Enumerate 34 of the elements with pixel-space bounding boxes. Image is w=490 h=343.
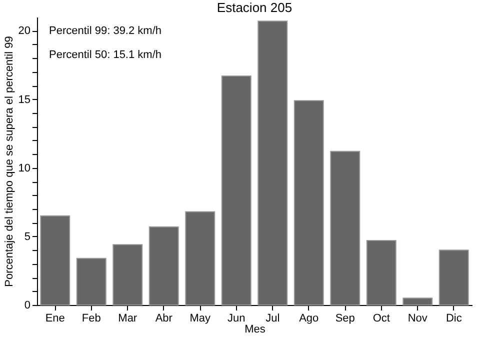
x-tick-label: Feb xyxy=(82,312,101,324)
x-axis-title: Mes xyxy=(244,324,266,336)
x-tick-label: Abr xyxy=(155,312,173,324)
bar xyxy=(366,240,396,306)
bar xyxy=(148,226,179,306)
annotation: Percentil 50: 15.1 km/h xyxy=(49,49,162,61)
y-tick-label: 5 xyxy=(24,230,30,243)
x-tick-label: Dic xyxy=(446,312,462,324)
y-tick-label: 10 xyxy=(18,162,30,174)
x-tick-label: Ene xyxy=(45,312,65,324)
x-tick-label: Mar xyxy=(118,312,138,324)
x-tick-label: Oct xyxy=(372,312,390,324)
bar xyxy=(112,244,143,306)
x-tick-label: May xyxy=(190,312,212,324)
y-axis-title: Porcentaje del tiempo que se supera el percentil 99 xyxy=(3,36,16,287)
x-tick-label: Sep xyxy=(335,312,355,324)
bar xyxy=(258,20,288,306)
bar xyxy=(330,150,360,306)
x-tick-label: Jun xyxy=(228,312,246,324)
y-tick-label: 20 xyxy=(18,25,30,38)
x-tick-label: Nov xyxy=(408,312,428,324)
bar xyxy=(185,211,216,306)
bar xyxy=(76,258,106,306)
bar xyxy=(402,298,433,306)
chart-title: Estacion 205 xyxy=(216,0,292,15)
bar xyxy=(438,250,469,306)
bar xyxy=(40,215,70,306)
x-tick-label: Jul xyxy=(266,312,280,324)
y-tick-label: 0 xyxy=(24,300,30,312)
y-tick-label: 15 xyxy=(18,94,30,106)
x-tick-label: Ago xyxy=(299,312,319,324)
bar xyxy=(221,75,252,306)
annotation: Percentil 99: 39.2 km/h xyxy=(49,25,162,37)
bar xyxy=(294,100,324,306)
